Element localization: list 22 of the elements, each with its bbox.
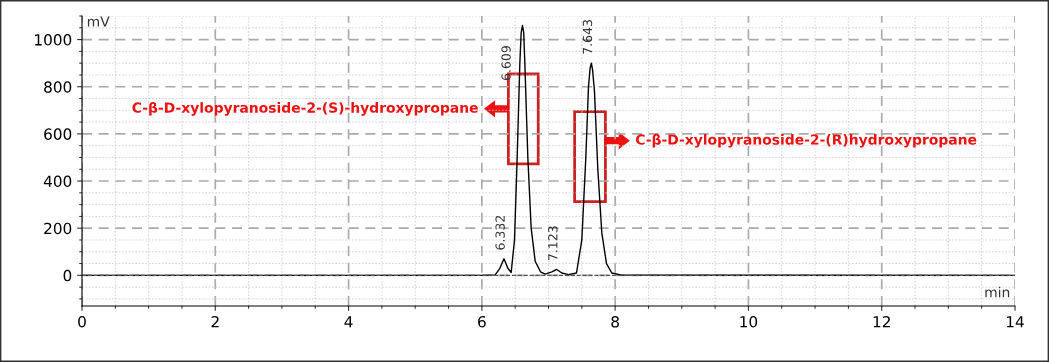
annotation: 7.123 — [548, 226, 558, 261]
x-tick-label: 8 — [611, 315, 619, 328]
y-tick-label: 0 — [63, 269, 72, 282]
y-tick-label: 800 — [44, 81, 72, 93]
x-tick-label: 14 — [1006, 316, 1024, 328]
annotation: 7.643 — [582, 20, 593, 54]
x-tick-label: 2 — [211, 315, 219, 328]
x-tick-label: 12 — [873, 315, 890, 328]
x-tick-label: 6 — [478, 315, 486, 328]
x-axis-title: min — [985, 286, 1010, 298]
annotation: C-β-D-xylopyranoside-2-(S)-hydroxypropane — [132, 101, 478, 116]
x-tick-label: 4 — [344, 316, 353, 328]
y-tick-label: 200 — [44, 222, 72, 235]
y-axis-title: mV — [87, 16, 110, 27]
y-tick-label: 600 — [44, 128, 72, 140]
annotation: C-β-D-xylopyranoside-2-(R)hydroxypropane — [635, 133, 977, 148]
x-tick-label: 10 — [740, 315, 758, 328]
y-tick-label: 400 — [43, 175, 72, 188]
y-tick-label: 1000 — [35, 34, 72, 46]
annotation: 6.609 — [501, 46, 511, 81]
x-tick-label: 0 — [78, 315, 86, 328]
annotation: 6.332 — [495, 215, 505, 250]
